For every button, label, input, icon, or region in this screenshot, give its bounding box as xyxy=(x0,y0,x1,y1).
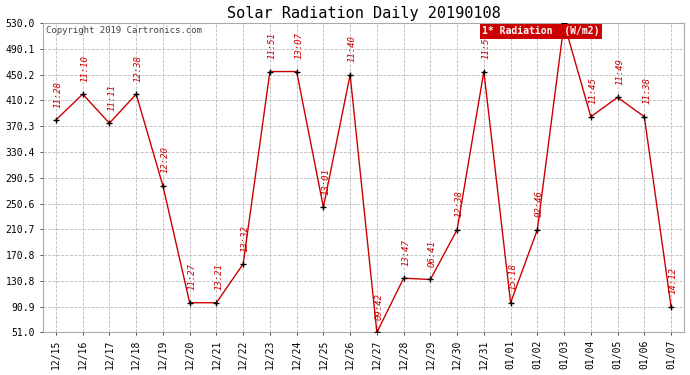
Text: 13:01: 13:01 xyxy=(321,168,330,195)
Text: 14:12: 14:12 xyxy=(669,267,678,294)
Text: 11:11: 11:11 xyxy=(107,84,116,111)
Text: 1* Radiation  (W/m2): 1* Radiation (W/m2) xyxy=(482,26,600,36)
Text: 15:18: 15:18 xyxy=(509,264,518,290)
Text: 13:32: 13:32 xyxy=(241,225,250,252)
Text: 13:47: 13:47 xyxy=(402,239,411,266)
Text: 11:28: 11:28 xyxy=(54,81,63,108)
Text: 11:27: 11:27 xyxy=(187,264,197,290)
Text: 13:21: 13:21 xyxy=(214,264,223,290)
Text: 06:41: 06:41 xyxy=(428,240,437,267)
Text: Copyright 2019 Cartronics.com: Copyright 2019 Cartronics.com xyxy=(46,26,201,35)
Text: 11:49: 11:49 xyxy=(615,58,624,85)
Title: Solar Radiation Daily 20190108: Solar Radiation Daily 20190108 xyxy=(226,6,500,21)
Text: 09:42: 09:42 xyxy=(375,293,384,320)
Text: 11:40: 11:40 xyxy=(348,36,357,62)
Text: 11:45: 11:45 xyxy=(589,78,598,104)
Text: 12:20: 12:20 xyxy=(161,147,170,174)
Text: 02:46: 02:46 xyxy=(535,190,544,217)
Text: 12:38: 12:38 xyxy=(455,190,464,217)
Text: 12:38: 12:38 xyxy=(134,55,143,82)
Text: 13:07: 13:07 xyxy=(294,32,304,59)
Text: 11:10: 11:10 xyxy=(80,55,89,82)
Text: 11:51: 11:51 xyxy=(482,32,491,59)
Text: 11:51: 11:51 xyxy=(268,32,277,59)
Text: 11:38: 11:38 xyxy=(642,78,651,104)
